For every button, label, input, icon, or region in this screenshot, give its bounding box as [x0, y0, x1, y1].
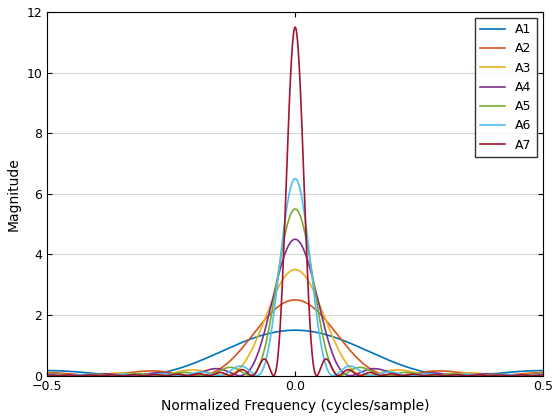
A3	[55, 371, 62, 376]
A3	[493, 373, 500, 378]
A4	[55, 372, 62, 377]
A1	[360, 346, 366, 351]
Y-axis label: Magnitude: Magnitude	[7, 157, 21, 231]
A6	[105, 373, 111, 378]
A4	[493, 372, 500, 377]
A6	[493, 373, 500, 378]
A5	[44, 372, 50, 377]
A1	[44, 368, 50, 373]
A3	[221, 373, 228, 378]
A6	[540, 372, 547, 377]
A5	[360, 365, 366, 370]
A2	[516, 372, 522, 377]
Line: A4: A4	[47, 239, 543, 375]
A5	[55, 373, 62, 378]
A1	[105, 372, 111, 377]
A5	[292, 206, 298, 211]
A6	[216, 373, 222, 378]
A3	[44, 371, 50, 376]
A1	[127, 373, 133, 378]
Line: A6: A6	[47, 178, 543, 375]
A2	[292, 297, 298, 302]
A6	[360, 370, 366, 375]
Line: A2: A2	[47, 300, 543, 375]
A4	[516, 373, 522, 378]
A4	[360, 369, 366, 374]
Line: A1: A1	[47, 330, 543, 375]
A3	[360, 373, 366, 378]
A2	[540, 370, 547, 375]
A6	[55, 373, 62, 378]
A7	[540, 373, 547, 378]
A7	[305, 292, 312, 297]
A7	[105, 373, 111, 378]
A7	[360, 373, 366, 378]
A5	[540, 372, 547, 377]
A4	[512, 373, 519, 378]
A2	[493, 373, 500, 378]
A7	[493, 373, 500, 378]
Legend: A1, A2, A3, A4, A5, A6, A7: A1, A2, A3, A4, A5, A6, A7	[475, 18, 537, 157]
A7	[55, 373, 62, 378]
A5	[157, 373, 164, 378]
A5	[516, 373, 522, 378]
A3	[105, 371, 111, 376]
A3	[305, 278, 312, 284]
Line: A7: A7	[47, 27, 543, 375]
A2	[105, 373, 111, 378]
A2	[360, 361, 366, 366]
A1	[540, 368, 547, 373]
A3	[516, 373, 522, 378]
A2	[55, 370, 62, 375]
X-axis label: Normalized Frequency (cycles/sample): Normalized Frequency (cycles/sample)	[161, 399, 430, 413]
A3	[540, 371, 547, 376]
A4	[44, 371, 50, 376]
A7	[44, 373, 50, 378]
A2	[44, 370, 50, 375]
A1	[292, 328, 298, 333]
A6	[305, 243, 312, 248]
A1	[493, 371, 500, 376]
A4	[105, 371, 111, 376]
Line: A3: A3	[47, 270, 543, 375]
A1	[55, 368, 62, 373]
A7	[516, 373, 522, 378]
A3	[292, 267, 298, 272]
A1	[516, 369, 522, 374]
A6	[44, 372, 50, 377]
A6	[292, 176, 298, 181]
A4	[292, 237, 298, 242]
Line: A5: A5	[47, 209, 543, 375]
A5	[493, 372, 500, 377]
A7	[443, 373, 450, 378]
A1	[305, 328, 312, 333]
A4	[540, 371, 547, 376]
A2	[305, 302, 312, 307]
A4	[305, 261, 312, 266]
A5	[105, 373, 111, 378]
A2	[94, 373, 100, 378]
A5	[305, 249, 312, 254]
A6	[516, 373, 522, 378]
A7	[292, 25, 298, 30]
